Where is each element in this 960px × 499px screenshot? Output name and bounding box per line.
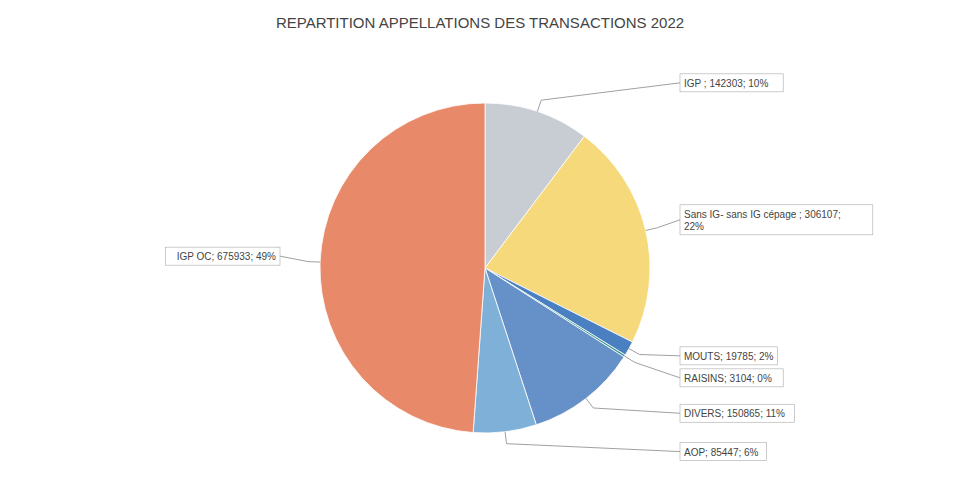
svg-text:IGP OC; 675933; 49%: IGP OC; 675933; 49% <box>177 251 276 262</box>
svg-text:DIVERS; 150865; 11%: DIVERS; 150865; 11% <box>684 408 785 419</box>
svg-text:RAISINS; 3104; 0%: RAISINS; 3104; 0% <box>684 372 772 383</box>
svg-text:IGP ; 142303; 10%: IGP ; 142303; 10% <box>684 77 768 88</box>
svg-text:MOUTS; 19785; 2%: MOUTS; 19785; 2% <box>684 350 774 361</box>
html-text:REPARTITION APPELLATIONS DES T: REPARTITION APPELLATIONS DES TRANSACTION… <box>275 14 685 31</box>
svg-text:AOP; 85447; 6%: AOP; 85447; 6% <box>684 446 759 457</box>
svg-text:Sans IG- sans IG cépage ; 3061: Sans IG- sans IG cépage ; 306107;22% <box>684 208 841 231</box>
